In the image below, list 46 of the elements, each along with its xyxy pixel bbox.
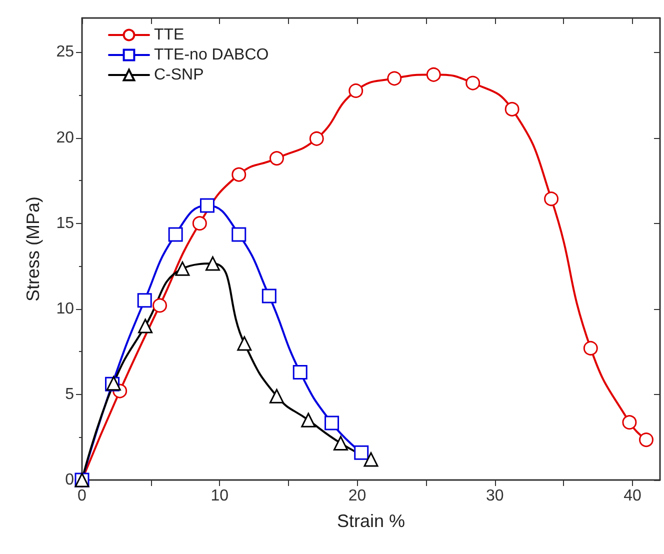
legend-label: TTE xyxy=(154,26,184,44)
point xyxy=(137,293,152,308)
point xyxy=(232,167,246,182)
point xyxy=(364,452,378,467)
point xyxy=(152,298,168,313)
y-tick-label: 25 xyxy=(56,44,74,61)
legend-label: TTE-no DABCO xyxy=(154,46,269,64)
point xyxy=(639,432,654,448)
y-tick-label: 15 xyxy=(56,214,74,232)
point xyxy=(544,192,559,206)
point xyxy=(168,227,183,242)
point xyxy=(466,76,480,90)
point xyxy=(504,102,520,116)
y-tick-label: 10 xyxy=(56,300,74,318)
y-tick-label: 5 xyxy=(65,386,74,403)
point xyxy=(292,364,308,380)
point xyxy=(309,131,324,146)
y-tick-label: 20 xyxy=(56,129,74,146)
point xyxy=(262,288,276,304)
x-tick-label: 10 xyxy=(210,488,229,504)
x-tick-label: 20 xyxy=(348,488,366,504)
x-tick-label: 0 xyxy=(78,488,87,504)
point xyxy=(622,415,637,430)
y-tick-label: 0 xyxy=(65,472,74,488)
point xyxy=(333,436,348,450)
point xyxy=(348,83,364,98)
x-axis-title: Strain % xyxy=(336,511,406,531)
x-tick-label: 30 xyxy=(486,488,504,504)
point xyxy=(175,261,190,276)
point xyxy=(192,216,207,231)
point xyxy=(583,340,598,356)
point xyxy=(269,388,284,404)
point xyxy=(269,151,284,166)
point xyxy=(138,318,153,334)
point xyxy=(324,416,340,430)
point xyxy=(205,256,220,271)
y-axis-title: Stress (MPa) xyxy=(23,196,43,302)
point xyxy=(301,412,316,428)
point xyxy=(426,67,441,82)
x-tick-label: 40 xyxy=(624,488,642,504)
point xyxy=(232,227,246,242)
point xyxy=(237,336,252,351)
point xyxy=(354,445,369,460)
point xyxy=(387,71,402,86)
legend-label: C-SNP xyxy=(154,66,204,84)
point xyxy=(200,198,214,213)
